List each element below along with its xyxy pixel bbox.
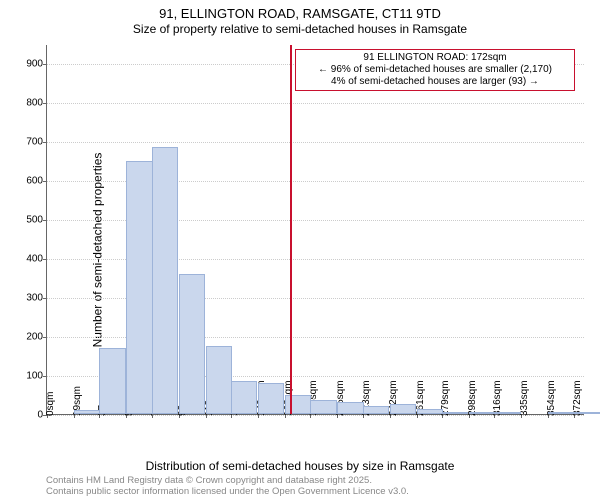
histogram-bar <box>548 412 574 414</box>
y-tick-label: 200 <box>26 332 43 343</box>
x-tick-label: 298sqm <box>467 380 478 416</box>
histogram-bar <box>231 381 257 414</box>
y-tick <box>43 259 47 260</box>
histogram-plot: 01002003004005006007008009000sqm19sqm37s… <box>46 45 584 415</box>
histogram-bar <box>390 404 416 414</box>
histogram-bar <box>74 410 100 414</box>
y-tick <box>43 64 47 65</box>
histogram-bar <box>206 346 232 414</box>
x-tick-label: 372sqm <box>572 380 583 416</box>
callout-line: 91 ELLINGTON ROAD: 172sqm <box>300 52 570 64</box>
y-tick <box>43 220 47 221</box>
gridline <box>47 103 584 104</box>
histogram-bar <box>179 274 205 414</box>
chart-title-main: 91, ELLINGTON ROAD, RAMSGATE, CT11 9TD <box>0 6 600 21</box>
histogram-bar <box>417 409 443 414</box>
histogram-bar <box>494 412 520 414</box>
x-tick-label: 354sqm <box>546 380 557 416</box>
x-tick-label: 316sqm <box>492 380 503 416</box>
y-tick <box>43 142 47 143</box>
y-tick-label: 600 <box>26 176 43 187</box>
histogram-bar <box>337 402 363 414</box>
credit-line-2: Contains public sector information licen… <box>46 487 409 498</box>
histogram-bar <box>152 147 178 414</box>
x-tick-label: 335sqm <box>519 380 530 416</box>
histogram-bar <box>99 348 125 414</box>
chart-title-sub: Size of property relative to semi-detach… <box>0 22 600 36</box>
histogram-bar <box>126 161 152 414</box>
callout-line: ← 96% of semi-detached houses are smalle… <box>300 64 570 76</box>
y-tick-label: 800 <box>26 98 43 109</box>
y-tick <box>43 298 47 299</box>
y-tick-label: 400 <box>26 254 43 265</box>
histogram-bar <box>469 412 495 414</box>
histogram-bar <box>310 400 336 414</box>
reference-marker-line <box>290 45 292 414</box>
y-tick <box>43 181 47 182</box>
x-tick-label: 0sqm <box>45 392 56 416</box>
x-axis-label: Distribution of semi-detached houses by … <box>0 459 600 473</box>
histogram-bar <box>574 412 600 414</box>
y-tick-label: 300 <box>26 293 43 304</box>
y-tick-label: 0 <box>37 410 43 421</box>
y-tick <box>43 103 47 104</box>
y-tick-label: 100 <box>26 371 43 382</box>
footer-credits: Contains HM Land Registry data © Crown c… <box>46 476 409 498</box>
y-tick <box>43 337 47 338</box>
annotation-callout: 91 ELLINGTON ROAD: 172sqm← 96% of semi-d… <box>295 49 575 91</box>
y-tick-label: 900 <box>26 59 43 70</box>
y-tick-label: 500 <box>26 215 43 226</box>
histogram-bar <box>258 383 284 414</box>
histogram-bar <box>363 406 389 414</box>
callout-line: 4% of semi-detached houses are larger (9… <box>300 76 570 88</box>
gridline <box>47 142 584 143</box>
y-tick-label: 700 <box>26 137 43 148</box>
y-tick <box>43 376 47 377</box>
histogram-bar <box>442 412 468 414</box>
